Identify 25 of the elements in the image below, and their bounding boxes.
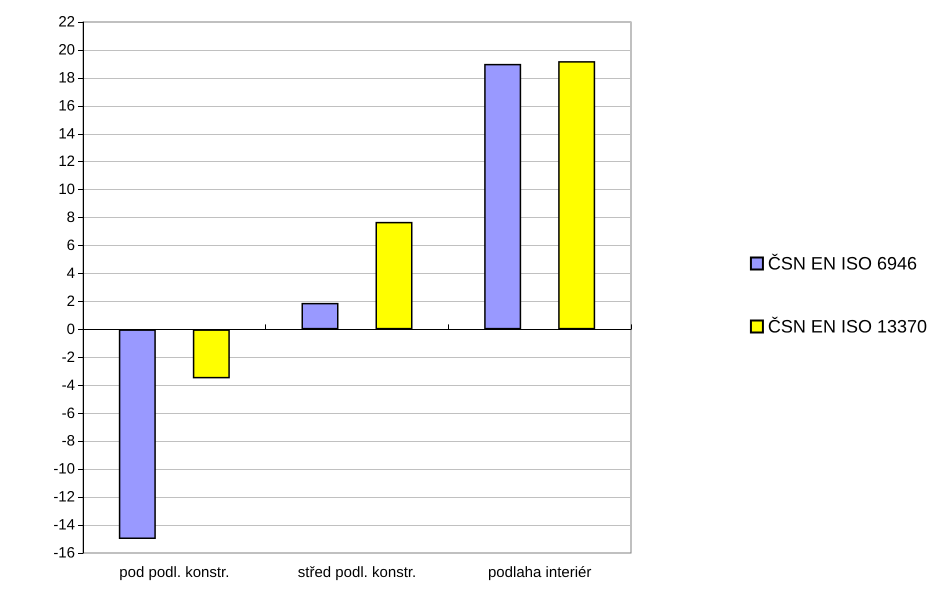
legend-label: ČSN EN ISO 6946 bbox=[768, 254, 917, 274]
x-tick-label: podlaha interiér bbox=[488, 564, 592, 581]
y-tick-label: 16 bbox=[58, 97, 75, 114]
y-tick-label: -4 bbox=[62, 376, 75, 394]
legend-label: ČSN EN ISO 13370 bbox=[768, 316, 928, 336]
y-tick-label: -8 bbox=[62, 432, 75, 450]
y-tick-label: 22 bbox=[58, 14, 75, 30]
y-tick-label: 4 bbox=[66, 265, 75, 282]
y-tick-label: -12 bbox=[53, 488, 75, 506]
y-tick-label: -16 bbox=[53, 544, 75, 562]
y-tick-label: 2 bbox=[66, 292, 75, 310]
y-tick-label: -10 bbox=[53, 460, 75, 478]
y-tick-label: 8 bbox=[66, 209, 75, 226]
y-tick-label: 14 bbox=[58, 125, 75, 142]
y-tick-label: -2 bbox=[62, 348, 75, 366]
y-tick-label: 0 bbox=[66, 320, 75, 338]
y-tick-label: 6 bbox=[66, 237, 75, 254]
x-tick-label: pod podl. konstr. bbox=[119, 564, 230, 581]
y-tick-label: 12 bbox=[58, 153, 75, 170]
y-tick-label: -6 bbox=[62, 404, 75, 422]
y-tick-label: -14 bbox=[53, 516, 75, 534]
y-tick-label: 10 bbox=[58, 181, 75, 198]
y-tick-label: 18 bbox=[58, 69, 75, 86]
x-tick-label: střed podl. konstr. bbox=[298, 564, 416, 581]
y-tick-label: 20 bbox=[58, 41, 75, 58]
